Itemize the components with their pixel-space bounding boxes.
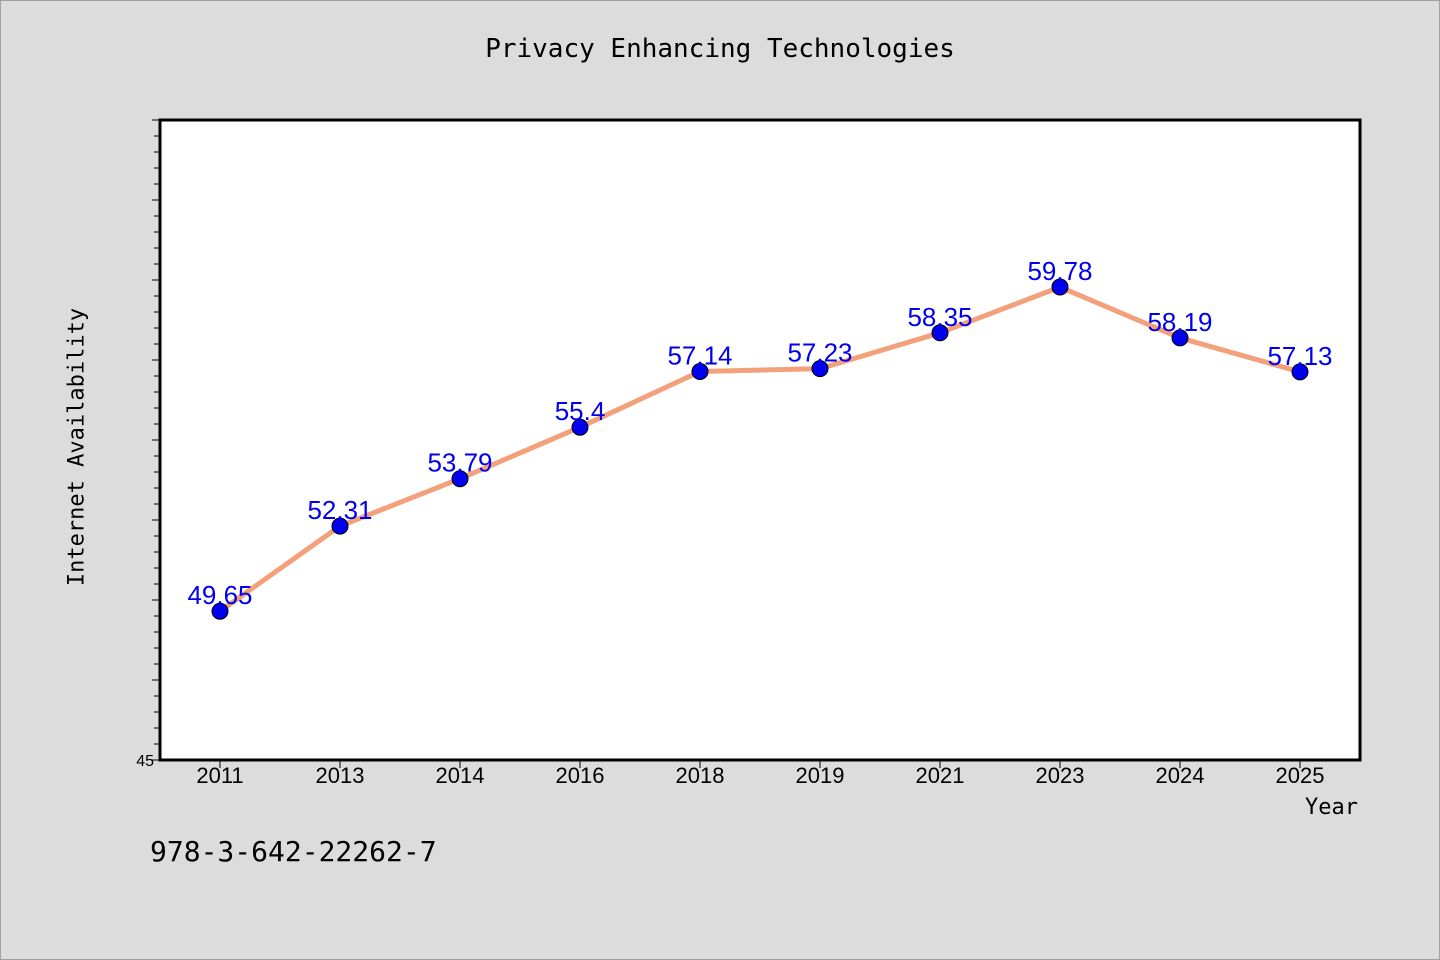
data-label: 57.14 [667,341,732,371]
data-point [931,324,949,342]
x-tick-label: 2013 [316,763,365,788]
data-label: 53.79 [427,448,492,478]
data-point [1051,278,1069,296]
data-label: 49.65 [187,580,252,610]
x-tick-label: 2024 [1156,763,1205,788]
x-tick-label: 2016 [556,763,605,788]
data-label: 57.23 [787,338,852,368]
data-point [451,470,469,488]
data-point [691,363,709,381]
isbn-footnote: 978-3-642-22262-7 [150,835,437,868]
x-tick-label: 2021 [916,763,965,788]
x-tick-label: 2023 [1036,763,1085,788]
data-point [811,360,829,378]
data-point [1171,329,1189,347]
x-tick-label: 2014 [436,763,485,788]
data-label: 57.13 [1267,341,1332,371]
data-label: 52.31 [307,495,372,525]
data-point [571,418,589,436]
x-tick-label: 2025 [1276,763,1325,788]
x-tick-label: 2011 [196,763,243,788]
data-point [1291,363,1309,381]
x-axis-label: Year [1305,795,1358,820]
plot-area [158,118,1362,762]
chart-title: Privacy Enhancing Technologies [485,34,955,64]
x-tick-label: 2019 [796,763,845,788]
data-label: 58.19 [1147,307,1212,337]
data-point [331,517,349,535]
data-label: 55.4 [555,396,606,426]
y-tick-label: 45 [136,753,154,770]
series-line [218,284,1301,614]
data-label: 59.78 [1027,256,1092,286]
x-tick-label: 2018 [676,763,725,788]
data-label: 58.35 [907,302,972,332]
data-point [211,602,229,620]
